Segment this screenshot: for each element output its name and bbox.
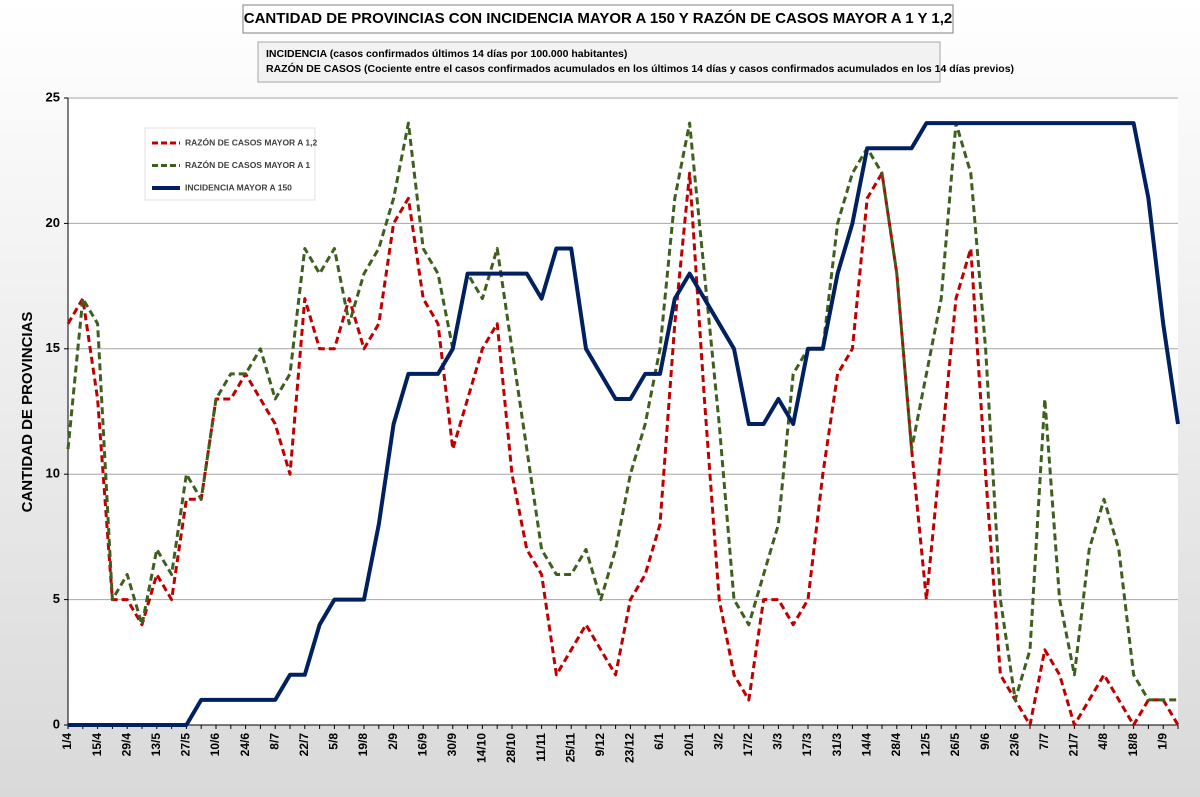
x-tick-label: 5/8 xyxy=(327,733,341,750)
x-tick-label: 14/10 xyxy=(475,733,489,763)
x-tick-label: 20/1 xyxy=(682,733,696,757)
y-tick-label: 10 xyxy=(46,466,60,481)
x-tick-label: 25/11 xyxy=(563,733,577,763)
x-tick-label: 8/7 xyxy=(267,733,281,750)
y-tick-label: 20 xyxy=(46,215,60,230)
x-tick-label: 11/11 xyxy=(534,733,548,762)
x-tick-label: 31/3 xyxy=(830,733,844,757)
x-tick-label: 14/4 xyxy=(859,733,873,757)
x-tick-label: 15/4 xyxy=(90,733,104,757)
x-tick-label: 28/4 xyxy=(889,733,903,757)
x-tick-label: 10/6 xyxy=(208,733,222,757)
x-tick-label: 2/9 xyxy=(386,733,400,750)
x-tick-label: 7/7 xyxy=(1037,733,1051,750)
legend-label: RAZÓN DE CASOS MAYOR A 1 xyxy=(185,159,310,170)
subtitle-box xyxy=(257,41,941,83)
x-tick-label: 28/10 xyxy=(504,733,518,763)
chart-title: CANTIDAD DE PROVINCIAS CON INCIDENCIA MA… xyxy=(244,9,952,27)
subtitle: RAZÓN DE CASOS (Cociente entre el casos … xyxy=(266,62,1014,75)
series-line xyxy=(68,121,1180,727)
x-tick-label: 23/12 xyxy=(623,733,637,763)
x-tick-label: 19/8 xyxy=(356,733,370,757)
x-tick-label: 16/9 xyxy=(415,733,429,757)
x-tick-label: 24/6 xyxy=(238,733,252,757)
x-tick-label: 22/7 xyxy=(297,733,311,757)
x-tick-label: 17/2 xyxy=(741,733,755,757)
x-tick-label: 9/6 xyxy=(978,733,992,750)
legend-label: RAZÓN DE CASOS MAYOR A 1,2 xyxy=(185,136,318,147)
x-tick-label: 30/9 xyxy=(445,733,459,757)
y-tick-label: 5 xyxy=(53,591,60,606)
series-line xyxy=(66,121,1178,702)
y-axis-label: CANTIDAD DE PROVINCIAS xyxy=(19,312,36,513)
x-tick-label: 3/2 xyxy=(711,733,725,750)
subtitle: INCIDENCIA (casos confirmados últimos 14… xyxy=(266,48,627,60)
x-tick-label: 3/3 xyxy=(771,733,785,750)
x-tick-label: 29/4 xyxy=(119,733,133,757)
x-tick-label: 13/5 xyxy=(149,733,163,757)
x-tick-label: 4/8 xyxy=(1096,733,1110,750)
x-tick-label: 17/3 xyxy=(800,733,814,757)
x-tick-label: 27/5 xyxy=(179,733,193,757)
title-box xyxy=(242,4,954,34)
y-tick-label: 25 xyxy=(46,89,60,104)
plot-area xyxy=(68,98,1178,725)
x-tick-label: 9/12 xyxy=(593,733,607,757)
x-tick-label: 1/4 xyxy=(60,733,74,750)
x-tick-label: 6/1 xyxy=(652,733,666,750)
x-tick-label: 1/9 xyxy=(1155,733,1169,750)
y-tick-label: 0 xyxy=(53,716,60,731)
x-tick-label: 18/8 xyxy=(1126,733,1140,757)
legend-label: INCIDENCIA MAYOR A 150 xyxy=(185,182,292,192)
x-tick-label: 21/7 xyxy=(1067,733,1081,757)
y-tick-label: 15 xyxy=(46,340,60,355)
x-tick-label: 12/5 xyxy=(919,733,933,757)
x-tick-label: 23/6 xyxy=(1007,733,1021,757)
x-tick-label: 26/5 xyxy=(948,733,962,757)
series-line xyxy=(66,171,1180,727)
